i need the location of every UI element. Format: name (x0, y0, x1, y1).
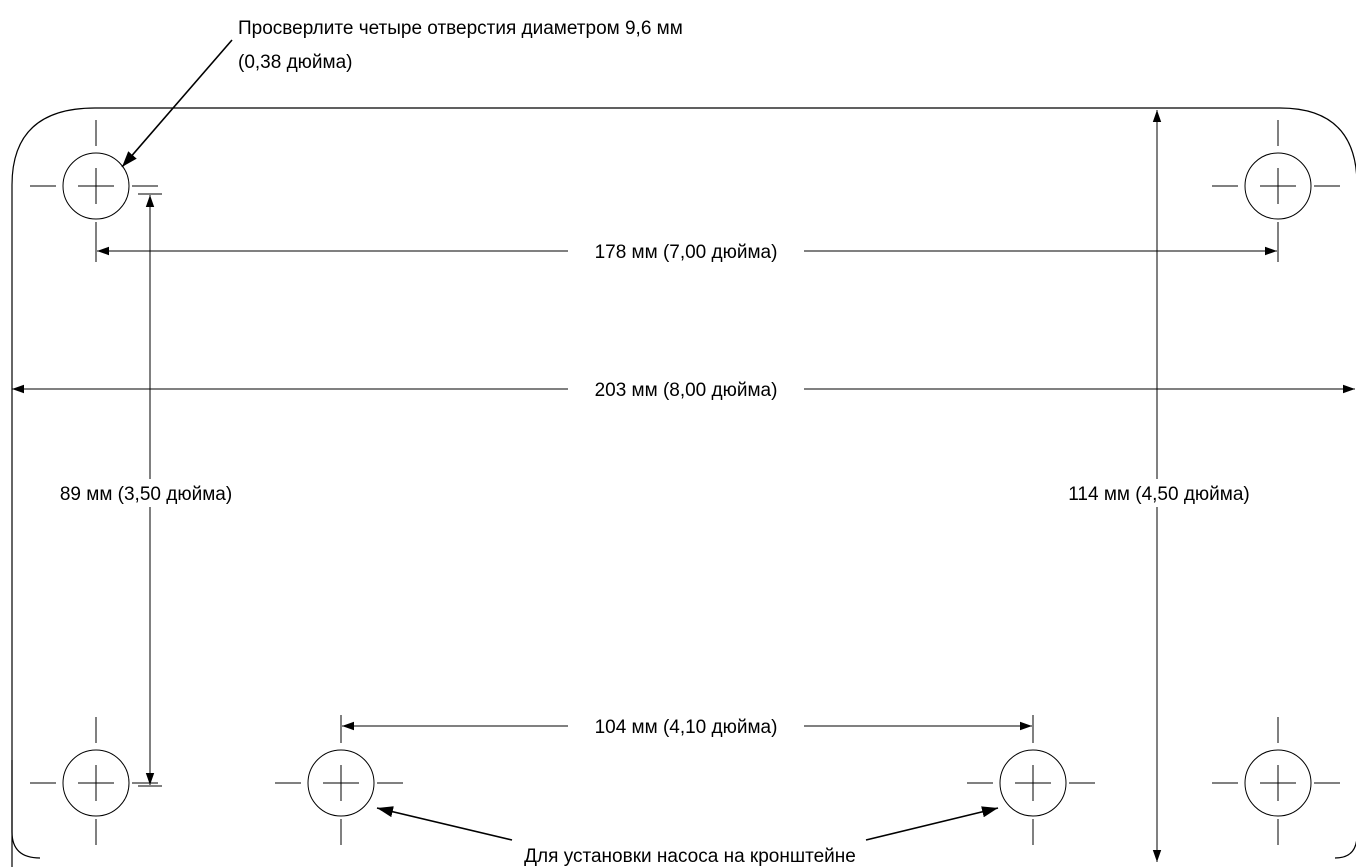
label-background (1036, 479, 1282, 507)
label-background (32, 479, 260, 507)
dimension-label-89: 89 мм (3,50 дюйма) (60, 484, 232, 505)
dimension-label-114: 114 мм (4,50 дюйма) (1068, 484, 1249, 505)
drill-note-line1: Просверлите четыре отверстия диаметром 9… (238, 18, 683, 39)
bracket-note-leader-right (865, 806, 999, 841)
drill-note-leader (121, 39, 233, 168)
template-outline-bottom-left (11, 760, 41, 859)
dimension-label-203: 203 мм (8,00 дюйма) (595, 380, 778, 401)
label-background (568, 713, 804, 739)
mounting-holes (30, 120, 1344, 849)
label-background (568, 238, 804, 264)
bracket-note-leader-left (376, 806, 513, 841)
dimension-label-104: 104 мм (4,10 дюйма) (595, 717, 778, 738)
label-background (568, 376, 804, 402)
drill-note-line2: (0,38 дюйма) (238, 52, 353, 73)
template-outline (11, 107, 1356, 867)
dimension-label-178: 178 мм (7,00 дюйма) (595, 242, 778, 263)
bracket-note: Для установки насоса на кронштейне (524, 846, 856, 867)
template-outline-bottom-right (1334, 840, 1356, 859)
